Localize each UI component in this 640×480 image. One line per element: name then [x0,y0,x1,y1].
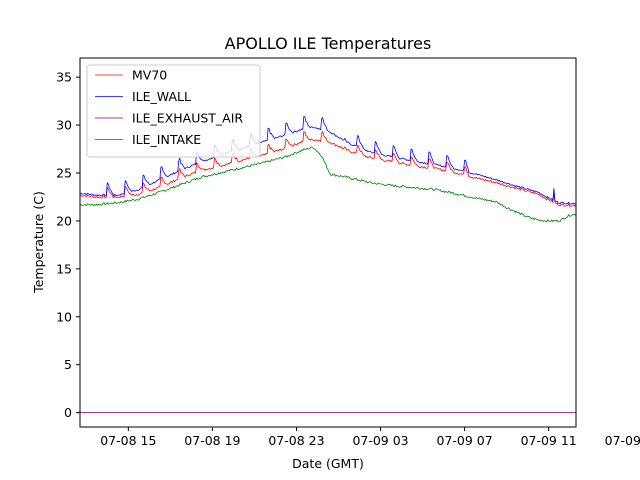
x-tick-label: 07-09 07 [437,433,493,448]
x-tick-label: 07-08 19 [184,433,240,448]
x-tick-label: 07-09 11 [521,433,577,448]
legend-label-ile-intake: ILE_INTAKE [132,132,201,147]
y-tick-label: 0 [64,405,72,420]
y-tick-label: 5 [64,357,72,372]
x-axis-label: Date (GMT) [292,456,364,471]
y-axis: 0 5 10 15 20 25 30 35 [56,70,80,420]
y-tick-label: 25 [56,166,72,181]
y-tick-label: 20 [56,213,72,228]
y-tick-label: 30 [56,118,72,133]
series-line-ile-wall [80,116,576,205]
series-line-mv70 [80,131,576,207]
chart-title: APOLLO ILE Temperatures [225,34,432,53]
y-tick-label: 15 [56,261,72,276]
x-tick-label: 07-09 15 [605,433,640,448]
x-tick-label: 07-08 23 [268,433,324,448]
legend-box [86,64,261,158]
series-layer [80,116,576,414]
y-axis-label: Temperature (C) [31,191,46,294]
y-tick-label: 10 [56,309,72,324]
legend: MV70 ILE_WALL ILE_EXHAUST_AIR ILE_INTAKE [86,64,261,158]
legend-label-mv70: MV70 [132,68,167,83]
series-line-ile-intake [80,146,576,223]
x-axis: 07-08 15 07-08 19 07-08 23 07-09 03 07-09 07… [100,427,640,448]
plot-frame [79,57,577,428]
x-tick-label: 07-08 15 [100,433,156,448]
y-tick-label: 35 [56,70,72,85]
x-tick-label: 07-09 03 [352,433,408,448]
legend-label-ile-wall: ILE_WALL [132,89,191,104]
legend-label-ile-exhaust-air: ILE_EXHAUST_AIR [132,111,243,126]
